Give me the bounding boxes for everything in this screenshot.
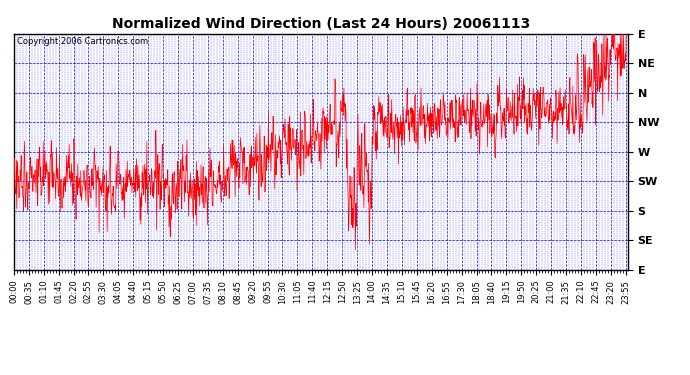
Title: Normalized Wind Direction (Last 24 Hours) 20061113: Normalized Wind Direction (Last 24 Hours…: [112, 17, 530, 31]
Text: Copyright 2006 Cartronics.com: Copyright 2006 Cartronics.com: [17, 37, 148, 46]
